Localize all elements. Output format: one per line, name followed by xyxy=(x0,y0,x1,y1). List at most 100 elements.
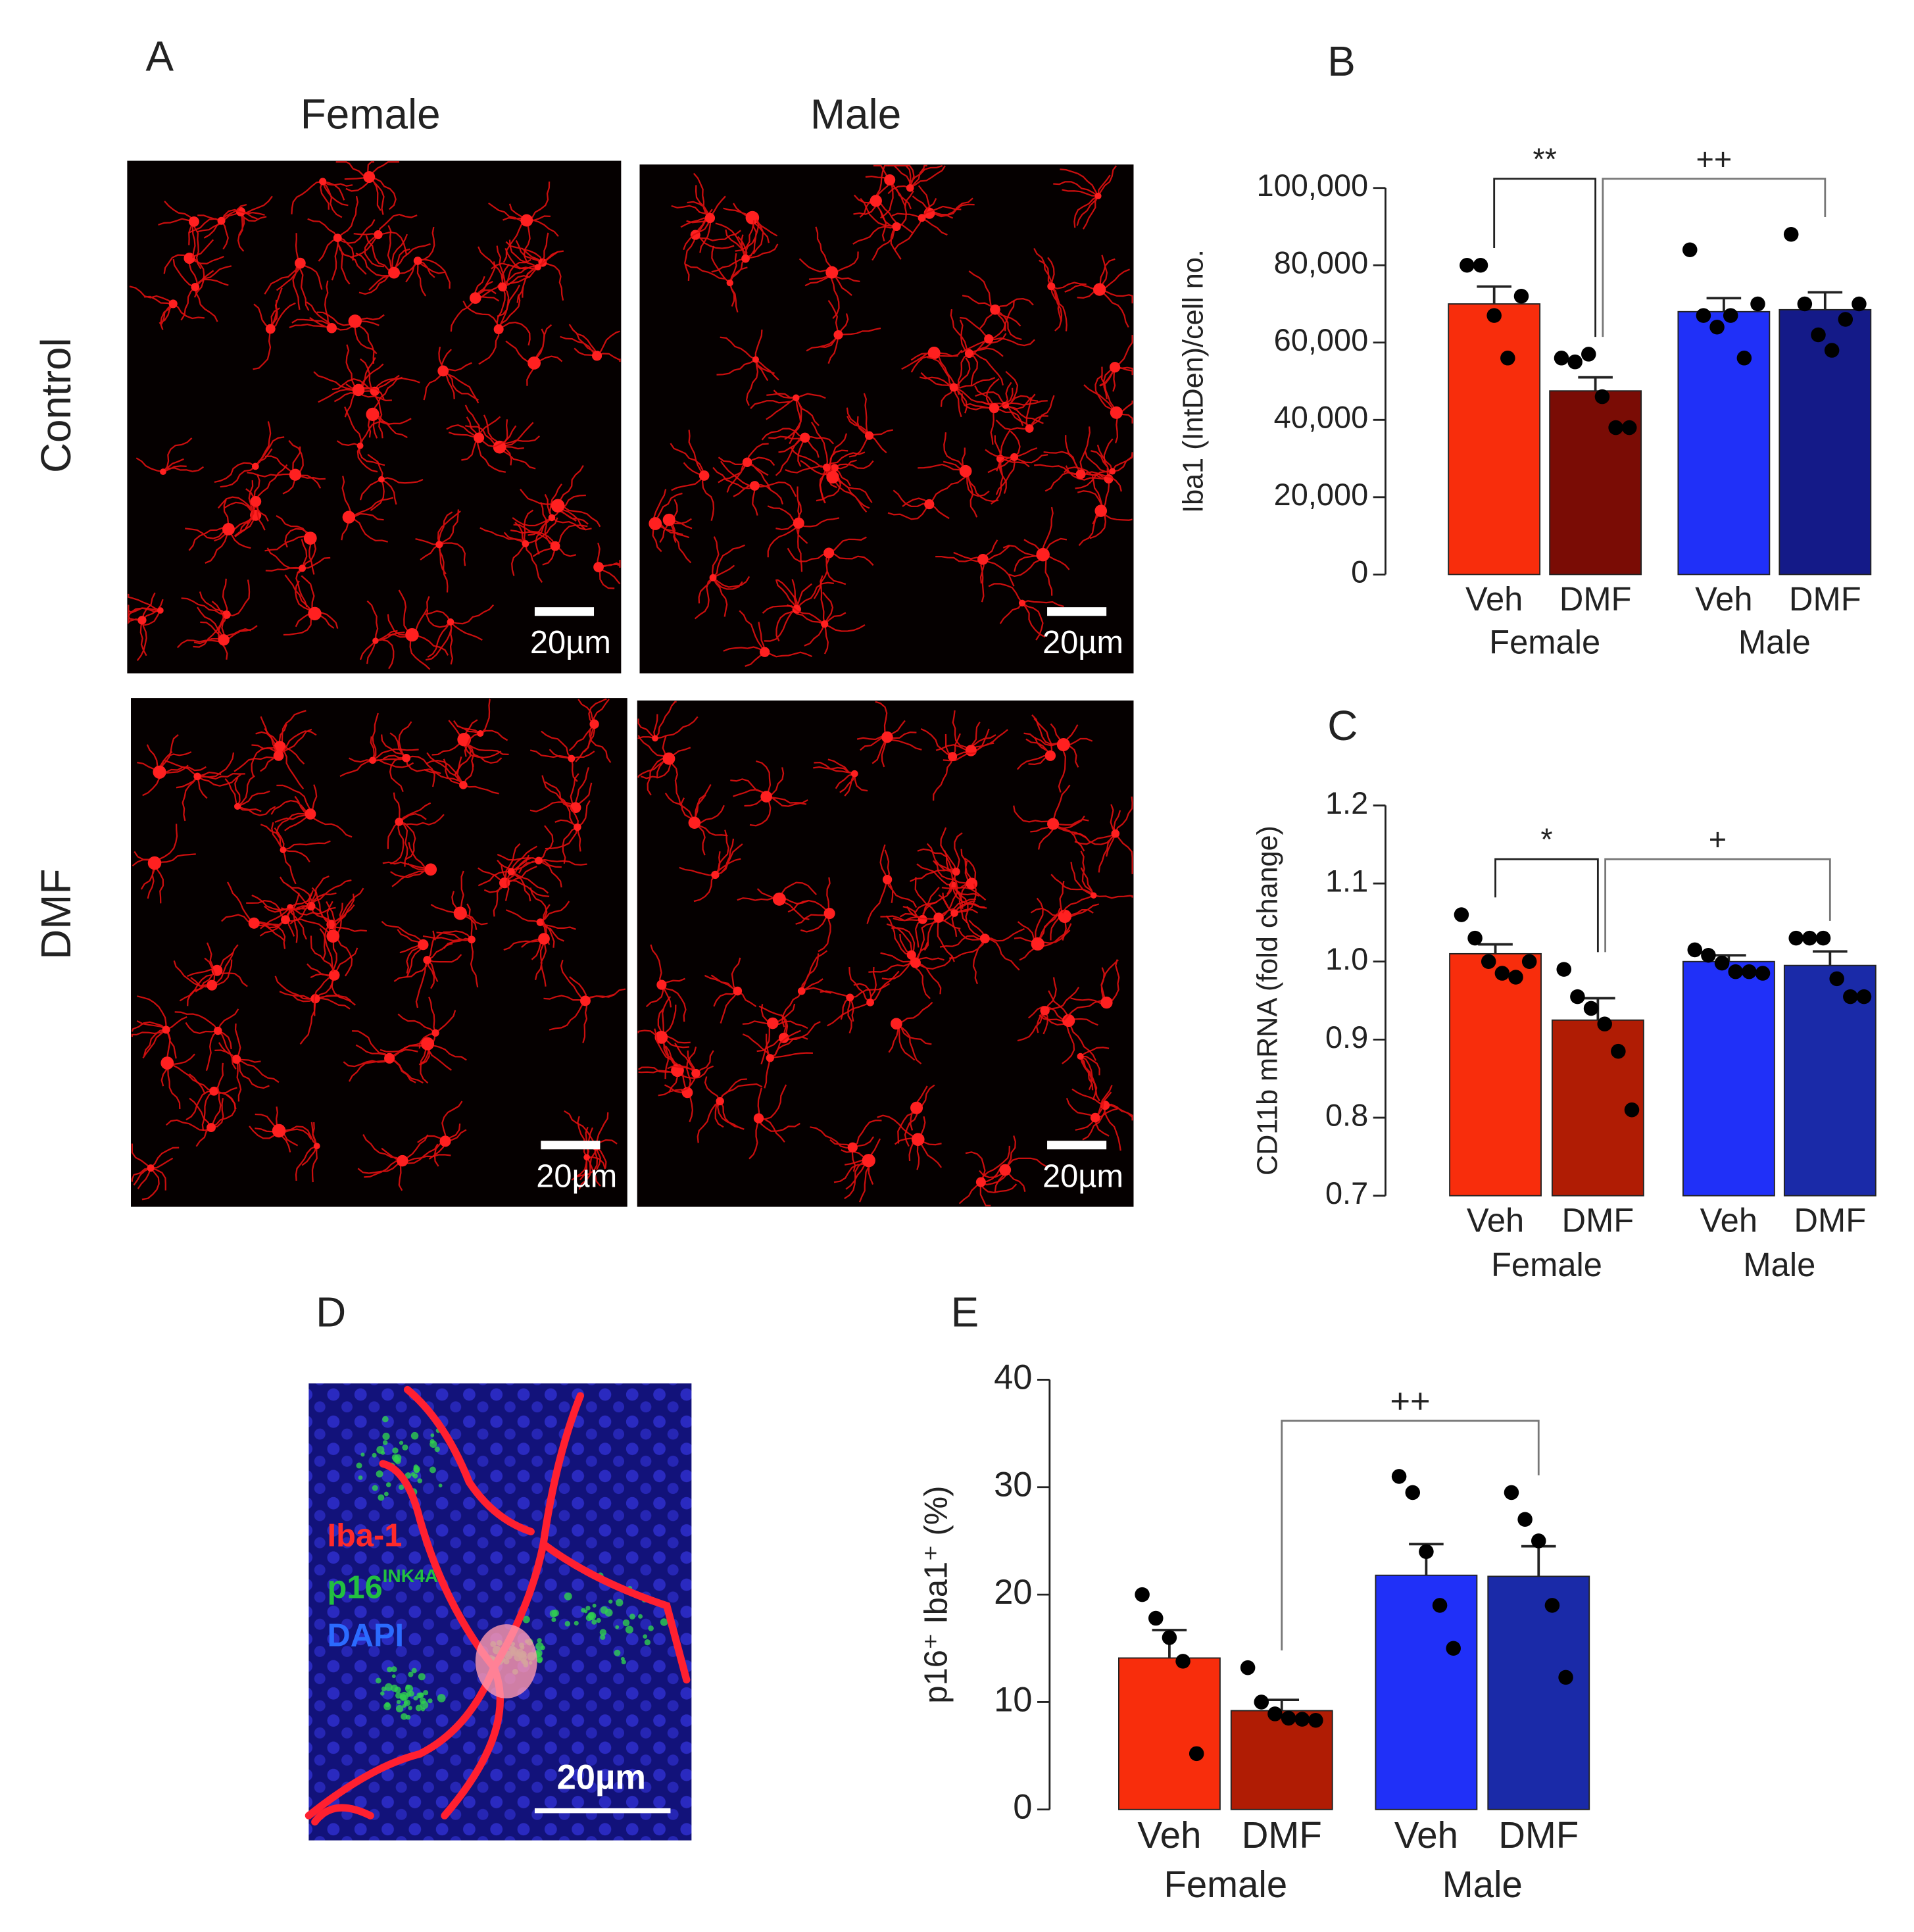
microglia-soma xyxy=(207,1123,216,1133)
microglia-process xyxy=(181,578,251,660)
p16-signal xyxy=(648,1625,654,1631)
microglia-soma xyxy=(593,562,604,572)
microglia-process xyxy=(1034,426,1122,492)
data-point xyxy=(1755,966,1771,981)
microglia-soma xyxy=(534,264,541,271)
microglia-process xyxy=(887,164,946,195)
p16-signal xyxy=(391,1684,399,1692)
p16-signal xyxy=(600,1634,606,1640)
microglia-soma xyxy=(207,979,218,991)
p16-signal xyxy=(358,1475,363,1480)
data-point xyxy=(1446,1641,1461,1656)
microglia-process xyxy=(497,825,587,888)
microglia-soma xyxy=(891,1018,902,1030)
microglia-process xyxy=(369,721,441,792)
data-point xyxy=(1175,1654,1190,1669)
data-point xyxy=(1788,930,1804,946)
microglia-soma xyxy=(418,939,429,951)
microglia-soma xyxy=(1090,1112,1100,1123)
data-point xyxy=(1267,1706,1283,1721)
data-point xyxy=(1682,242,1698,258)
p16-signal xyxy=(428,1698,433,1704)
panel-label: C xyxy=(1327,702,1358,749)
microglia-soma xyxy=(862,1154,875,1168)
microglia-soma xyxy=(232,1054,241,1064)
microglia-process xyxy=(962,270,1034,341)
p16-signal xyxy=(378,1494,385,1501)
data-point xyxy=(1581,347,1596,362)
significance-label: ** xyxy=(1533,142,1557,176)
bar xyxy=(1449,953,1542,1197)
microglia-soma xyxy=(1100,996,1113,1009)
p16-signal xyxy=(564,1592,572,1600)
microglia-soma xyxy=(864,431,874,440)
microglia-soma xyxy=(423,956,431,964)
data-point xyxy=(1391,1469,1407,1484)
microglia-process xyxy=(979,1135,1048,1193)
data-point xyxy=(1467,930,1483,946)
microglia-soma xyxy=(989,403,1000,414)
data-point xyxy=(1838,312,1853,327)
microglia-process xyxy=(131,995,187,1059)
data-point xyxy=(1162,1630,1177,1645)
data-point xyxy=(1701,947,1716,963)
microglia-soma xyxy=(797,987,806,995)
microglia-process xyxy=(253,287,296,370)
microglia-process xyxy=(545,797,591,864)
microglia-process xyxy=(393,226,451,297)
row-label: DMF xyxy=(32,869,80,960)
microglia-soma xyxy=(431,1029,439,1037)
microglia-process xyxy=(887,475,968,520)
microglia-soma xyxy=(580,995,591,1006)
bar xyxy=(1783,964,1877,1197)
microglia-process xyxy=(355,225,431,295)
data-point xyxy=(1594,389,1610,405)
microglia-process xyxy=(637,735,691,805)
microglia-soma xyxy=(1010,453,1019,461)
microglia-soma xyxy=(493,440,506,454)
microglia-soma xyxy=(918,914,927,924)
microglia-process xyxy=(781,950,831,1028)
y-tick-label: 20,000 xyxy=(1274,478,1369,512)
x-tick-label: DMF xyxy=(1498,1814,1579,1856)
p16-signal xyxy=(413,1464,419,1470)
microglia-process xyxy=(891,198,962,251)
significance-bracket xyxy=(1493,178,1597,337)
data-point xyxy=(1696,308,1711,323)
group-label: Female xyxy=(1491,1246,1602,1283)
p16-signal xyxy=(375,1677,381,1684)
microglia-process xyxy=(1027,990,1098,1064)
microglia-process xyxy=(465,414,540,470)
p16-signal xyxy=(394,1454,402,1462)
microglia-process xyxy=(846,393,893,458)
microglia-soma xyxy=(168,299,178,309)
microglia-soma xyxy=(447,618,454,626)
microglia-soma xyxy=(870,195,882,207)
microglia-soma xyxy=(435,541,443,549)
significance-label: * xyxy=(1540,822,1552,856)
microglia-soma xyxy=(424,863,437,876)
microglia-soma xyxy=(402,754,411,762)
microglia-process xyxy=(1071,1088,1133,1151)
microglia-soma xyxy=(160,468,166,475)
data-point xyxy=(1148,1610,1164,1626)
p16-signal xyxy=(638,1614,643,1619)
microglia-soma xyxy=(662,513,675,526)
microglia-process xyxy=(478,245,531,317)
microglia-soma xyxy=(395,817,404,826)
error-bar xyxy=(1706,297,1742,312)
p16-signal xyxy=(380,1691,385,1696)
microglia-soma xyxy=(493,324,504,335)
microglia-soma xyxy=(950,909,958,917)
microglia-process xyxy=(1014,897,1072,961)
microglia-soma xyxy=(397,1154,408,1167)
microglia-soma xyxy=(952,868,960,876)
microglia-soma xyxy=(823,547,835,558)
microglia-process xyxy=(1077,476,1133,546)
data-point xyxy=(1558,1670,1573,1685)
p16-signal xyxy=(615,1625,620,1629)
p16-signal xyxy=(415,1704,422,1712)
microglia-soma xyxy=(759,647,770,657)
p16-signal xyxy=(418,1673,426,1681)
microglia-process xyxy=(520,464,601,530)
